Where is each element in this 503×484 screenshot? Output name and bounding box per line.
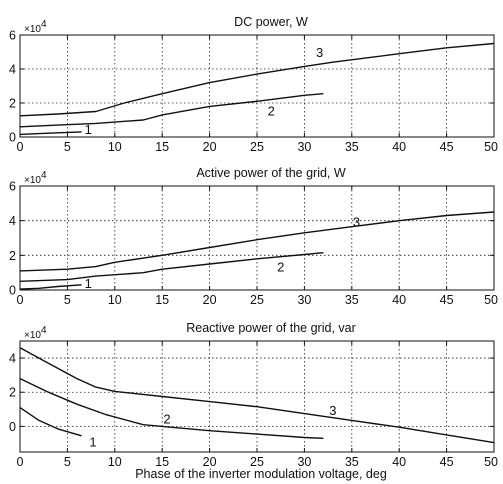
- y-tick-label: 4: [9, 63, 16, 77]
- series-line-1: [19, 284, 82, 290]
- y-multiplier-exponent: 4: [41, 19, 47, 30]
- series-label-2: 2: [163, 412, 170, 427]
- x-tick-label: 35: [345, 140, 359, 154]
- series-label-1: 1: [89, 435, 96, 450]
- x-tick-label: 40: [392, 293, 406, 307]
- x-axis-label: Phase of the inverter modulation voltage…: [135, 467, 387, 481]
- x-tick-label: 35: [345, 455, 359, 469]
- series-line-2: [19, 93, 324, 128]
- series-label-1: 1: [85, 276, 92, 291]
- y-tick-label: 4: [9, 214, 16, 228]
- x-tick-label: 15: [155, 455, 169, 469]
- x-tick-label: 0: [17, 293, 24, 307]
- chart-panel-1: 0 5 10 15 20 25 30 35 40 45 50 0 2 4 6 DC power, W ×104 1…: [9, 15, 498, 154]
- series-line-2: [19, 377, 324, 439]
- x-tick-label: 25: [250, 455, 264, 469]
- x-tick-label: 45: [440, 293, 454, 307]
- y-tick-label: 2: [9, 97, 16, 111]
- y-tick-label: 4: [9, 352, 16, 366]
- series-line-2: [19, 252, 324, 282]
- y-tick-label: 0: [9, 284, 16, 298]
- y-tick-label: 2: [9, 249, 16, 263]
- y-multiplier-exponent: 4: [41, 170, 47, 181]
- x-tick-label: 0: [17, 140, 24, 154]
- series-label-3: 3: [353, 214, 360, 229]
- x-tick-label: 50: [484, 293, 498, 307]
- series-label-3: 3: [316, 45, 323, 60]
- chart-panel-2: 0 5 10 15 20 25 30 35 40 45 50 0 2 4 6 Active power of …: [9, 166, 498, 307]
- y-multiplier-exponent: 4: [41, 325, 47, 336]
- x-tick-label: 25: [250, 293, 264, 307]
- x-tick-label: 25: [250, 140, 264, 154]
- y-tick-label: 0: [9, 131, 16, 145]
- series-label-2: 2: [268, 104, 275, 119]
- series-line-3: [19, 42, 495, 117]
- x-tick-label: 20: [203, 293, 217, 307]
- chart-title: Active power of the grid, W: [196, 166, 346, 180]
- x-tick-label: 0: [17, 455, 24, 469]
- series-line-3: [19, 347, 495, 444]
- y-tick-label: 6: [9, 180, 16, 194]
- y-multiplier: ×104: [24, 325, 47, 341]
- x-tick-label: 50: [484, 455, 498, 469]
- chart-title: Reactive power of the grid, var: [186, 321, 356, 335]
- y-tick-label: 6: [9, 29, 16, 43]
- x-tick-label: 35: [345, 293, 359, 307]
- y-multiplier: ×104: [24, 170, 47, 186]
- x-tick-label: 5: [64, 293, 71, 307]
- series-label-3: 3: [329, 403, 336, 418]
- x-tick-label: 50: [484, 140, 498, 154]
- x-tick-label: 40: [392, 140, 406, 154]
- x-tick-label: 30: [297, 455, 311, 469]
- x-tick-label: 5: [64, 455, 71, 469]
- x-tick-label: 15: [155, 140, 169, 154]
- x-tick-label: 30: [297, 140, 311, 154]
- x-tick-label: 45: [440, 455, 454, 469]
- series-label-2: 2: [277, 259, 284, 274]
- x-tick-label: 45: [440, 140, 454, 154]
- x-tick-label: 20: [203, 455, 217, 469]
- x-tick-label: 30: [297, 293, 311, 307]
- y-multiplier: ×104: [24, 19, 47, 35]
- y-tick-label: 0: [9, 420, 16, 434]
- series-line-1: [19, 407, 82, 437]
- x-tick-label: 20: [203, 140, 217, 154]
- x-tick-label: 10: [108, 293, 122, 307]
- x-tick-label: 15: [155, 293, 169, 307]
- x-tick-label: 10: [108, 140, 122, 154]
- series-line-3: [19, 211, 495, 272]
- series-line-1: [19, 131, 82, 136]
- y-tick-label: 2: [9, 386, 16, 400]
- x-tick-label: 5: [64, 140, 71, 154]
- series-label-1: 1: [85, 122, 92, 137]
- x-tick-label: 40: [392, 455, 406, 469]
- chart-title: DC power, W: [234, 15, 308, 29]
- chart-panel-3: 0 5 10 15 20 25 30 35 40 45 50 0 2 4 Reactive power of…: [9, 321, 498, 481]
- x-tick-label: 10: [108, 455, 122, 469]
